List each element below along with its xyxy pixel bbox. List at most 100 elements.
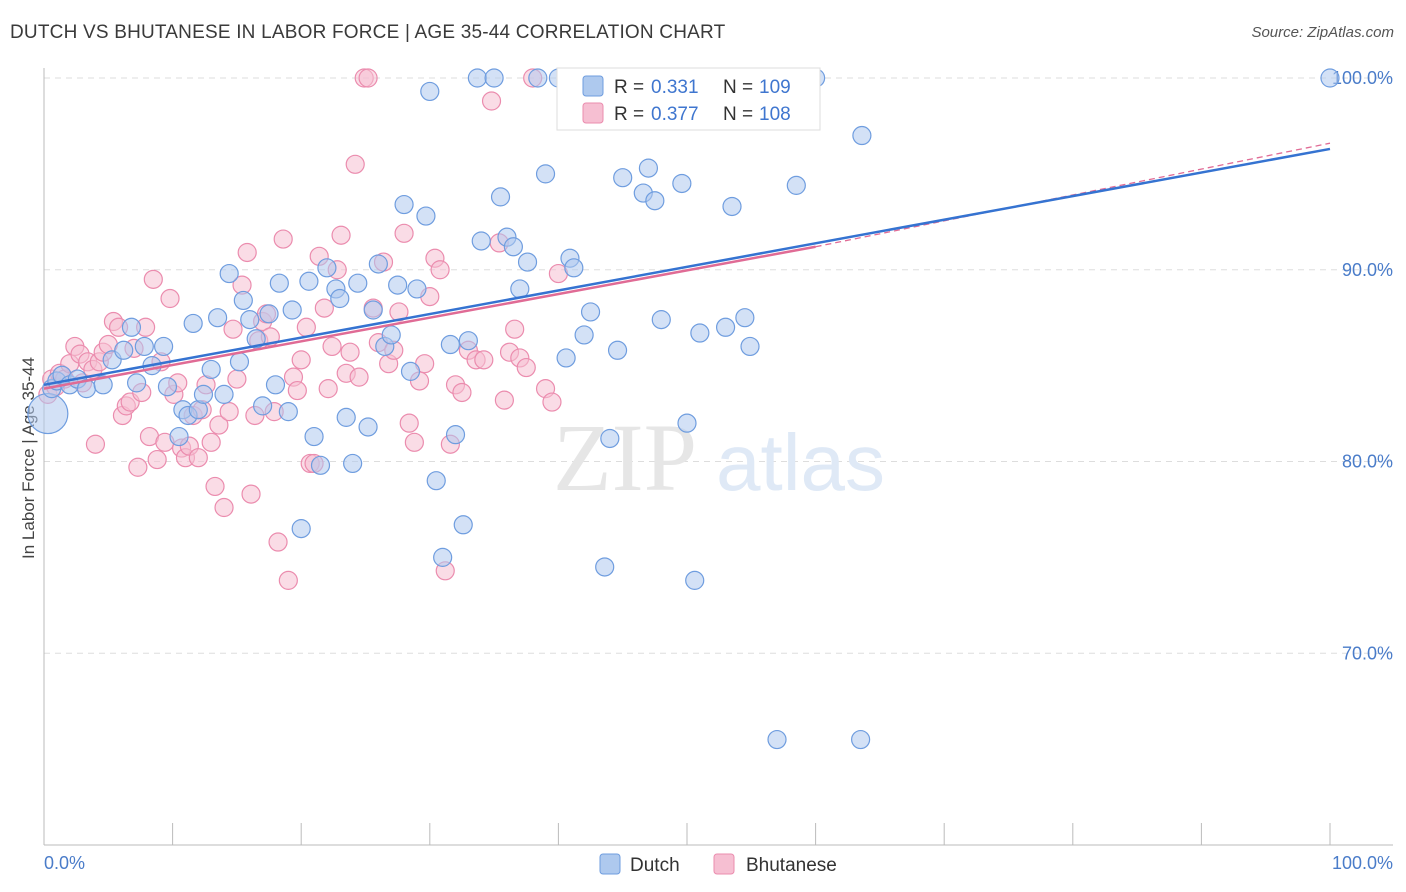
dutch-point-14 [153, 336, 174, 357]
x-tick-labels: 0.0% 100.0% [44, 853, 1393, 873]
bottom-legend-swatch-bhutanese [713, 853, 735, 875]
dutch-point-24 [214, 384, 234, 404]
dutch-point-65 [484, 68, 504, 88]
dutch-point-82 [607, 340, 628, 360]
dutch-point-62 [458, 331, 478, 351]
axes [43, 68, 1393, 846]
dutch-point-76 [564, 258, 584, 278]
dutch-point-98 [740, 336, 760, 357]
watermark-zip: ZIP [553, 404, 697, 511]
dutch-point-94 [715, 317, 736, 337]
bhutanese-point-75 [358, 68, 378, 88]
dutch-point-72 [535, 164, 556, 184]
x-tick-label-1: 100.0% [1332, 853, 1393, 873]
bhutanese-point-82 [394, 223, 414, 243]
dutch-point-36 [291, 519, 311, 539]
dutch-point-105 [1320, 68, 1340, 88]
dutch-point-46 [358, 417, 378, 437]
bottom-legend-swatch-dutch [599, 853, 621, 875]
dutch-point-103 [851, 729, 871, 750]
legend-n-value-dutch: 109 [759, 77, 791, 98]
bhutanese-point-97 [481, 91, 502, 111]
dutch-point-35 [282, 300, 302, 320]
bhutanese-point-71 [340, 342, 360, 362]
y-tick-label-0: 70.0% [1342, 643, 1393, 663]
dutch-point-71 [528, 68, 548, 88]
dutch-point-42 [330, 288, 350, 309]
dutch-point-86 [638, 158, 659, 178]
legend-r-value-dutch: 0.331 [651, 77, 699, 98]
bhutanese-point-59 [287, 380, 307, 401]
dutch-point-0 [27, 392, 69, 435]
legend-r-label-bhutanese: R = [614, 104, 644, 125]
dutch-point-68 [503, 237, 523, 257]
bhutanese-point-103 [516, 357, 536, 378]
bhutanese-point-60 [291, 350, 311, 370]
dutch-point-100 [767, 729, 787, 750]
dutch-point-30 [253, 396, 273, 416]
dutch-point-12 [134, 336, 154, 357]
dutch-point-31 [259, 304, 279, 324]
x-tick-label-0: 0.0% [44, 853, 85, 873]
bhutanese-point-67 [322, 336, 342, 357]
dutch-point-78 [580, 302, 601, 322]
bhutanese-point-21 [128, 457, 148, 477]
bhutanese-point-44 [223, 319, 243, 339]
dutch-point-10 [121, 317, 142, 337]
dutch-point-59 [440, 334, 460, 355]
dutch-point-70 [517, 252, 538, 272]
dutch-point-28 [240, 310, 260, 330]
bhutanese-point-69 [331, 225, 351, 245]
bhutanese-point-43 [219, 402, 239, 422]
chart-source: Source: ZipAtlas.com [1251, 24, 1394, 41]
bhutanese-point-45 [227, 369, 247, 389]
bhutanese-point-36 [188, 448, 208, 468]
legend-n-label-dutch: N = [723, 77, 753, 98]
dutch-point-55 [416, 206, 436, 226]
bhutanese-point-65 [314, 298, 334, 318]
stats-legend: R = 0.331 N = 109 R = 0.377 N = 108 [556, 67, 821, 131]
bhutanese-point-47 [237, 242, 257, 263]
dutch-point-19 [183, 313, 203, 334]
dutch-point-97 [735, 308, 755, 328]
dutch-point-38 [304, 426, 324, 447]
bhutanese-point-42 [214, 497, 234, 518]
bhutanese-point-55 [268, 532, 288, 552]
dutch-point-16 [169, 426, 189, 447]
y-tick-labels: 70.0% 80.0% 90.0% 100.0% [1332, 68, 1393, 663]
dutch-point-56 [420, 81, 440, 102]
dutch-point-37 [299, 271, 319, 291]
y-axis-label: In Labor Force | Age 35-44 [19, 357, 38, 559]
bhutanese-point-89 [430, 260, 450, 280]
bhutanese-point-84 [404, 432, 424, 452]
dutch-point-22 [201, 359, 221, 380]
dutch-point-29 [246, 329, 266, 349]
dutch-point-63 [467, 68, 487, 88]
dutch-point-23 [208, 308, 228, 328]
watermark: ZIP atlas [553, 404, 885, 511]
bhutanese-point-96 [474, 350, 494, 370]
dutch-point-15 [157, 377, 178, 397]
dutch-point-90 [672, 173, 692, 194]
bhutanese-point-72 [345, 154, 365, 174]
legend-swatch-dutch [582, 75, 604, 97]
legend-n-label-bhutanese: N = [723, 104, 753, 125]
dutch-point-81 [600, 428, 620, 449]
bhutanese-point-26 [147, 449, 167, 470]
dutch-point-95 [722, 196, 742, 217]
dutch-point-80 [595, 557, 615, 577]
bhutanese-point-99 [494, 390, 514, 410]
chart-title: DUTCH VS BHUTANESE IN LABOR FORCE | AGE … [10, 22, 726, 43]
legend-n-value-bhutanese: 108 [759, 104, 791, 125]
trend-lines [43, 142, 1331, 390]
dutch-point-21 [193, 384, 214, 404]
bhutanese-point-61 [296, 317, 316, 337]
dutch-point-44 [343, 453, 363, 474]
bhutanese-point-29 [160, 288, 180, 309]
dutch-point-27 [233, 290, 253, 311]
dutch-point-32 [265, 375, 286, 395]
dutch-point-57 [426, 471, 446, 491]
dutch-point-74 [556, 348, 576, 368]
bhutanese-point-106 [542, 392, 562, 412]
dutch-point-87 [645, 191, 665, 211]
